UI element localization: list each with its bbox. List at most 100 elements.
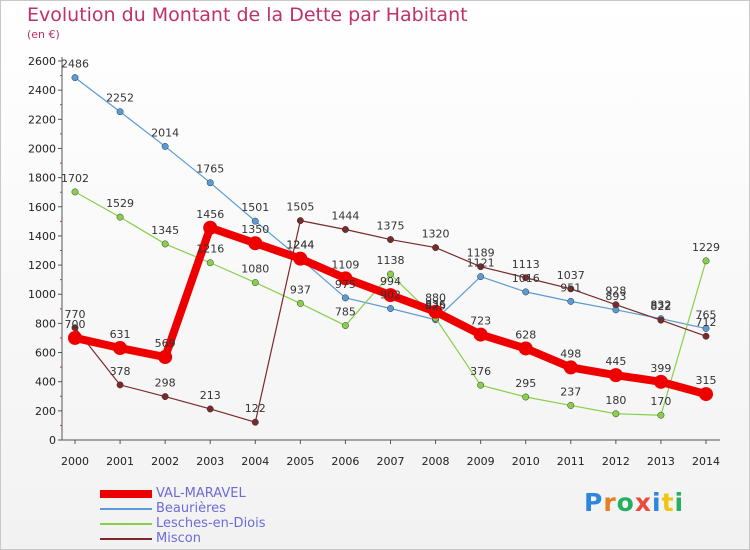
data-label: 700 <box>65 318 86 331</box>
data-label: 378 <box>110 365 131 378</box>
series-line-3 <box>74 219 707 423</box>
y-tick-label: 1200 <box>28 259 56 272</box>
data-label: 928 <box>605 285 626 298</box>
data-label: 295 <box>515 377 536 390</box>
data-label: 770 <box>65 308 86 321</box>
y-tick-label: 2600 <box>28 55 56 68</box>
x-tick-label: 2008 <box>422 455 450 468</box>
data-label: 399 <box>650 362 671 375</box>
data-labels: 2486 2252 2014 1765 1501 1244 975 902 825 1121 101… <box>61 58 720 416</box>
data-label: 822 <box>650 300 671 313</box>
data-label: 893 <box>605 290 626 303</box>
data-point <box>158 350 173 365</box>
data-label: 315 <box>696 374 717 387</box>
y-tick-label: 2200 <box>28 113 56 126</box>
x-tick-label: 2012 <box>602 455 630 468</box>
data-label: 836 <box>425 298 446 311</box>
legend-swatch <box>100 522 152 525</box>
x-tick-label: 2011 <box>557 455 585 468</box>
data-point <box>477 273 485 281</box>
data-point <box>477 381 485 389</box>
data-label: 122 <box>245 402 266 415</box>
x-tick-label: 2006 <box>331 455 359 468</box>
legend-label: Lesches-en-Diois <box>156 516 266 531</box>
legend-item-beaurieres: Beaurières <box>100 501 266 516</box>
data-label: 2252 <box>106 92 134 105</box>
data-point <box>251 217 259 225</box>
data-label: 880 <box>425 292 446 305</box>
data-point <box>612 301 620 309</box>
data-label: 1501 <box>241 201 269 214</box>
data-label: 785 <box>335 306 356 319</box>
data-point <box>113 341 128 356</box>
chart-title: Evolution du Montant de la Dette par Hab… <box>27 4 468 26</box>
data-label: 1320 <box>422 228 450 241</box>
data-label: 937 <box>290 283 311 296</box>
data-point <box>296 299 304 307</box>
data-point <box>206 259 214 267</box>
data-label: 445 <box>605 355 626 368</box>
data-point <box>203 220 218 235</box>
data-point <box>116 108 124 116</box>
series-lines <box>68 74 713 426</box>
data-label: 1702 <box>61 172 89 185</box>
legend-label: VAL-MARAVEL <box>156 486 246 501</box>
data-point <box>518 341 533 356</box>
x-tick-label: 2002 <box>151 455 179 468</box>
data-point <box>206 179 214 187</box>
data-label: 1244 <box>286 239 314 252</box>
y-tick-label: 1000 <box>28 288 56 301</box>
data-label: 1375 <box>377 220 405 233</box>
x-tick-label: 2004 <box>241 455 269 468</box>
legend-swatch <box>100 489 152 498</box>
data-label: 723 <box>470 315 491 328</box>
x-tick-label: 2007 <box>377 455 405 468</box>
data-point <box>477 263 485 271</box>
data-label: 180 <box>605 394 626 407</box>
x-tick-label: 2000 <box>61 455 89 468</box>
y-tick-label: 1800 <box>28 172 56 185</box>
data-label: 1456 <box>196 208 224 221</box>
data-point <box>341 322 349 330</box>
data-label: 1216 <box>196 243 224 256</box>
data-label: 213 <box>200 389 221 402</box>
data-point <box>702 332 710 340</box>
data-label: 498 <box>560 347 581 360</box>
data-point <box>296 217 304 225</box>
legend-label: Miscon <box>156 531 201 546</box>
data-point <box>522 288 530 296</box>
x-tick-label: 2001 <box>106 455 134 468</box>
data-point <box>341 226 349 233</box>
data-label: 1244 <box>286 239 314 252</box>
data-label: 832 <box>650 299 671 312</box>
data-point <box>206 405 214 413</box>
data-point <box>161 240 169 248</box>
legend-label: Beaurières <box>156 501 226 516</box>
data-point <box>341 294 349 302</box>
data-point <box>567 297 575 305</box>
data-point <box>68 330 82 345</box>
data-point <box>657 411 665 419</box>
data-point <box>567 402 575 409</box>
x-tick-label: 2003 <box>196 455 224 468</box>
data-label: 1138 <box>377 254 405 267</box>
logo-letter: o <box>616 488 635 517</box>
logo-letter: P <box>584 488 604 517</box>
data-label: 170 <box>650 395 671 408</box>
logo-letter: r <box>603 488 617 517</box>
data-label: 1765 <box>196 163 224 176</box>
data-point <box>116 213 124 221</box>
data-point <box>248 236 263 251</box>
data-point <box>432 244 440 252</box>
data-label: 1080 <box>241 263 269 276</box>
legend-swatch <box>100 507 152 510</box>
data-point <box>387 270 394 278</box>
data-label: 376 <box>470 365 491 378</box>
legend: VAL-MARAVEL Beaurières Lesches-en-Diois … <box>100 486 266 546</box>
data-point <box>428 304 443 319</box>
data-label: 298 <box>155 377 176 390</box>
data-point <box>653 374 668 389</box>
data-point <box>567 285 575 293</box>
data-point <box>612 410 620 418</box>
